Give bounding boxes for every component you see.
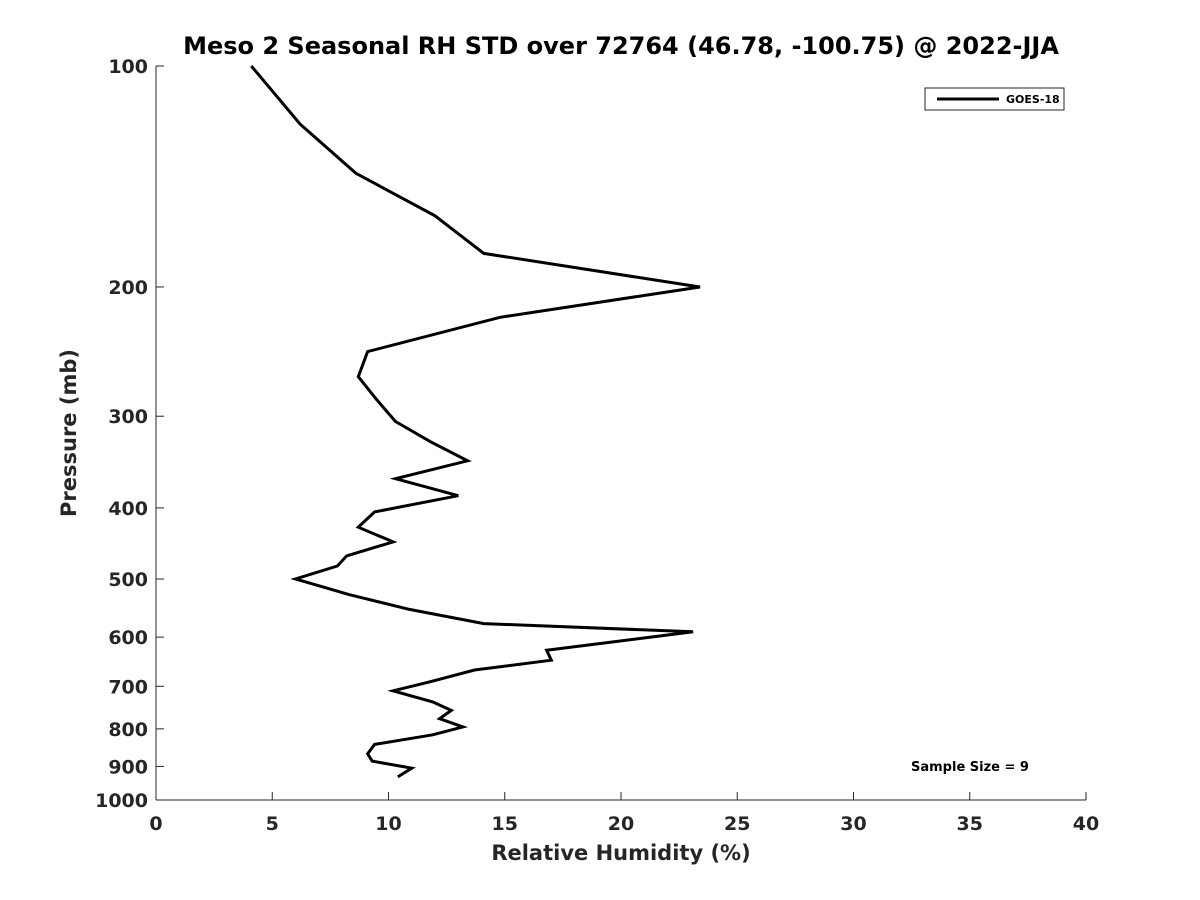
- y-tick-label: 700: [108, 676, 148, 698]
- x-tick-label: 30: [840, 813, 866, 835]
- x-axis-label: Relative Humidity (%): [491, 841, 750, 865]
- y-tick-label: 200: [108, 277, 148, 299]
- y-tick-label: 1000: [95, 790, 148, 812]
- legend-entry-goes-18: GOES-18: [1006, 93, 1060, 106]
- y-axis-ticks: 100 200 300 400 500 600 700 800 900 1000: [95, 56, 164, 812]
- y-tick-label: 300: [108, 406, 148, 428]
- chart-legend: GOES-18: [924, 87, 1065, 111]
- x-tick-label: 15: [492, 813, 518, 835]
- y-axis-label: Pressure (mb): [57, 349, 81, 517]
- x-tick-label: 20: [608, 813, 634, 835]
- series-layer: [250, 65, 701, 779]
- x-axis-ticks: 0 5 10 15 20 25 30 35 40: [149, 792, 1099, 835]
- x-tick-label: 40: [1073, 813, 1099, 835]
- x-tick-label: 5: [266, 813, 279, 835]
- x-tick-label: 0: [149, 813, 162, 835]
- x-tick-label: 25: [724, 813, 750, 835]
- y-tick-label: 900: [108, 756, 148, 778]
- x-tick-label: 10: [375, 813, 401, 835]
- chart-title: Meso 2 Seasonal RH STD over 72764 (46.78…: [183, 32, 1059, 60]
- y-tick-label: 800: [108, 719, 148, 741]
- y-tick-label: 600: [108, 627, 148, 649]
- x-tick-label: 35: [957, 813, 983, 835]
- series-line-goes-18: [250, 65, 701, 779]
- y-tick-label: 100: [108, 56, 148, 78]
- y-tick-label: 500: [108, 569, 148, 591]
- y-tick-label: 400: [108, 498, 148, 520]
- sample-size-annotation: Sample Size = 9: [911, 760, 1029, 775]
